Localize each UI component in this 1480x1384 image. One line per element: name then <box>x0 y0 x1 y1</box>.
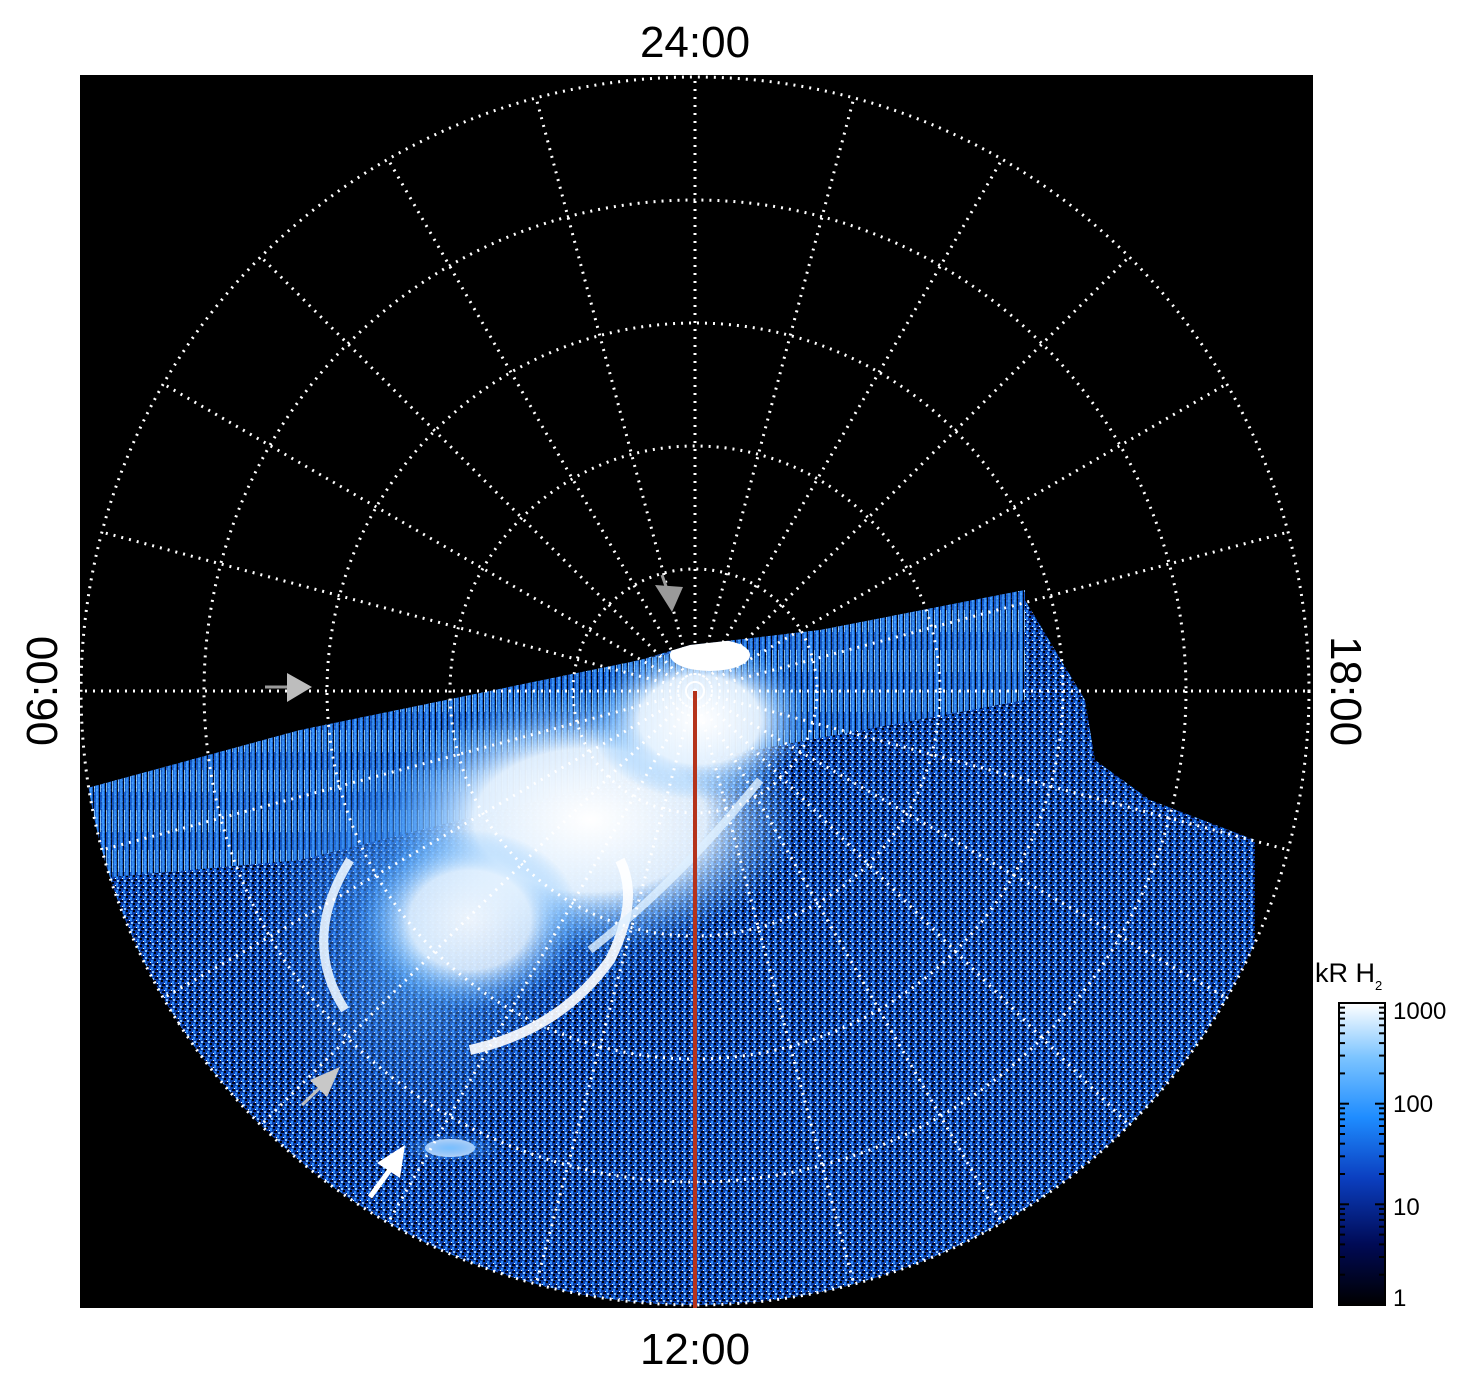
colorbar-ticks <box>1339 1006 1385 1306</box>
label-24-00: 24:00 <box>640 18 750 67</box>
arrow-gray-near-pole <box>655 574 683 612</box>
colorbar-tick-label-100: 100 <box>1393 1091 1433 1118</box>
arrow-white-bright-spot <box>367 1145 405 1199</box>
latitude-circle-4 <box>202 198 1188 1184</box>
colorbar: kR H2 1000 100 10 1 <box>1315 958 1446 1312</box>
arrow-gray-0600 <box>265 673 312 702</box>
colorbar-tick-label-1000: 1000 <box>1393 998 1446 1025</box>
colorbar-title: kR H2 <box>1315 958 1382 993</box>
colorbar-tick-label-10: 10 <box>1393 1194 1420 1221</box>
latitude-circle-5 <box>80 75 1311 1307</box>
label-18-00: 18:00 <box>1321 636 1370 746</box>
label-06-00: 06:00 <box>18 636 67 746</box>
arrow-gray-lower-left <box>300 1067 340 1107</box>
colorbar-scale <box>1338 1002 1386 1306</box>
label-12-00: 12:00 <box>640 1325 750 1374</box>
colorbar-tick-label-1: 1 <box>1393 1285 1406 1312</box>
